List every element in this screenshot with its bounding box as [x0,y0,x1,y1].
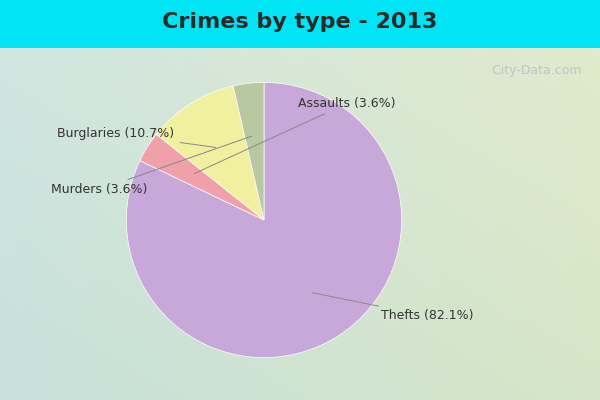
Wedge shape [127,82,401,358]
Wedge shape [140,134,264,220]
Text: Thefts (82.1%): Thefts (82.1%) [312,293,473,322]
Wedge shape [157,86,264,220]
Text: Burglaries (10.7%): Burglaries (10.7%) [58,127,216,148]
Text: Assaults (3.6%): Assaults (3.6%) [194,97,396,174]
Text: Murders (3.6%): Murders (3.6%) [50,136,252,196]
Text: Crimes by type - 2013: Crimes by type - 2013 [163,12,437,32]
Wedge shape [233,82,264,220]
Text: City-Data.com: City-Data.com [488,64,582,77]
